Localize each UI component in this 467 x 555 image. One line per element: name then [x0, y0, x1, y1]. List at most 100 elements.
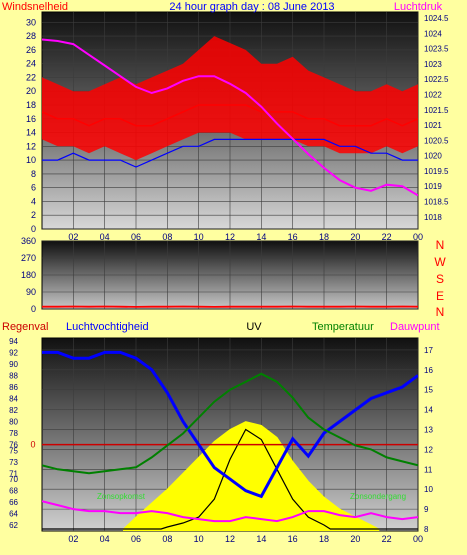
direction-letter-w: W — [434, 255, 446, 269]
wind-x-tick: 12 — [225, 232, 235, 242]
wind-tick-label: 20 — [26, 86, 36, 96]
pressure-tick-label: 1018.5 — [424, 197, 449, 206]
wind-tick-label: 10 — [26, 155, 36, 165]
humidity-x-tick: 06 — [131, 534, 141, 544]
wind-x-tick: 06 — [131, 232, 141, 242]
pressure-tick-label: 1024 — [424, 29, 442, 38]
humidity-tick-label: 84 — [9, 394, 18, 403]
pressure-line — [42, 38, 418, 197]
pressure-axis-ticks: 1018 1018.5 1019 1019.5 1020 1020.5 1021 1021.5… — [424, 14, 449, 222]
pressure-tick-label: 1023.5 — [424, 45, 449, 54]
humidity-x-tick: 22 — [382, 534, 392, 544]
temperature-line — [42, 372, 418, 475]
direction-tick-label: 90 — [26, 287, 36, 297]
wind-tick-label: 4 — [31, 196, 36, 206]
temperature-axis-title: Temperatuur — [312, 321, 374, 333]
direction-tick-label: 0 — [31, 304, 36, 314]
humidity-x-tick: 18 — [319, 534, 329, 544]
humidity-tick-label: 78 — [9, 429, 18, 438]
humidity-tick-label: 70 — [9, 475, 18, 484]
pressure-axis-title: Luchtdruk — [394, 1, 443, 13]
temperature-tick-label: 14 — [424, 406, 433, 415]
dewpoint-line — [42, 500, 418, 523]
wind-x-tick: 14 — [256, 232, 266, 242]
solar-radiation-area — [123, 421, 380, 531]
humidity-series — [42, 350, 418, 531]
dewpoint-axis-title: Dauwpunt — [390, 321, 440, 333]
wind-axis-title: Windsnelheid — [2, 1, 68, 13]
chart-title: 24 hour graph day : 08 June 2013 — [169, 1, 334, 13]
wind-tick-label: 26 — [26, 45, 36, 55]
humidity-x-tick: 10 — [194, 534, 204, 544]
temperature-tick-label: 11 — [424, 465, 433, 474]
temperature-tick-label: 17 — [424, 346, 433, 355]
temperature-tick-label: 13 — [424, 426, 433, 435]
humidity-tick-label: 88 — [9, 371, 18, 380]
temperature-tick-label: 12 — [424, 445, 433, 454]
humidity-tick-label: 90 — [9, 360, 18, 369]
humidity-tick-label: 82 — [9, 406, 18, 415]
pressure-tick-label: 1021.5 — [424, 106, 449, 115]
humidity-tick-label: 64 — [9, 510, 18, 519]
humidity-x-tick: 00 — [413, 534, 423, 544]
pressure-tick-label: 1019.5 — [424, 167, 449, 176]
direction-letter-s: S — [436, 272, 444, 286]
temperature-tick-label: 9 — [424, 505, 429, 514]
humidity-x-axis-ticks: 02 04 06 08 10 12 14 16 18 20 22 00 — [68, 534, 423, 544]
humidity-x-tick: 20 — [350, 534, 360, 544]
temperature-axis-ticks: 8 9 10 11 12 13 14 15 16 17 — [424, 346, 433, 534]
wind-average-line — [42, 138, 418, 168]
humidity-tick-label: 66 — [9, 498, 18, 507]
pressure-tick-label: 1020 — [424, 152, 442, 161]
humidity-x-tick: 14 — [256, 534, 266, 544]
wind-tick-label: 18 — [26, 100, 36, 110]
direction-tick-label: 360 — [21, 236, 36, 246]
pressure-tick-label: 1018 — [424, 213, 442, 222]
pressure-tick-label: 1023 — [424, 60, 442, 69]
wind-tick-label: 2 — [31, 210, 36, 220]
temperature-tick-label: 8 — [424, 525, 429, 534]
wind-speed-line — [42, 104, 418, 127]
pressure-tick-label: 1024.5 — [424, 14, 449, 23]
humidity-tick-label: 92 — [9, 348, 18, 357]
wind-x-tick: 08 — [162, 232, 172, 242]
wind-x-tick: 00 — [413, 232, 423, 242]
humidity-tick-label: 73 — [9, 458, 18, 467]
temperature-tick-label: 16 — [424, 366, 433, 375]
wind-tick-label: 12 — [26, 141, 36, 151]
sunrise-label: Zonsopkomst — [97, 492, 146, 501]
wind-x-tick: 16 — [288, 232, 298, 242]
wind-x-tick: 20 — [350, 232, 360, 242]
wind-x-tick: 04 — [100, 232, 110, 242]
humidity-tick-label: 71 — [9, 469, 18, 478]
rain-axis-title: Regenval — [2, 321, 48, 333]
direction-grid — [42, 240, 419, 310]
humidity-line — [42, 350, 418, 499]
uv-axis-title: UV — [246, 321, 262, 333]
wind-x-tick: 10 — [194, 232, 204, 242]
wind-x-tick: 22 — [382, 232, 392, 242]
wind-tick-label: 30 — [26, 17, 36, 27]
wind-gust-band — [42, 36, 418, 161]
direction-tick-label: 180 — [21, 270, 36, 280]
direction-letter-n: N — [436, 238, 445, 252]
humidity-x-tick: 16 — [288, 534, 298, 544]
direction-letter-n2: N — [436, 305, 445, 319]
humidity-x-tick: 08 — [162, 534, 172, 544]
humidity-tick-label: 76 — [9, 441, 18, 450]
direction-axis-ticks: 0 90 180 270 360 — [21, 236, 36, 314]
wind-tick-label: 14 — [26, 128, 36, 138]
humidity-tick-label: 94 — [9, 337, 18, 346]
temperature-tick-label: 15 — [424, 386, 433, 395]
pressure-tick-label: 1022 — [424, 91, 442, 100]
wind-x-axis-ticks: 02 04 06 08 10 12 14 16 18 20 22 00 — [68, 232, 423, 242]
rain-axis-ticks: 0 — [30, 440, 35, 450]
pressure-tick-label: 1022.5 — [424, 75, 449, 84]
wind-x-tick: 18 — [319, 232, 329, 242]
humidity-tick-label: 80 — [9, 418, 18, 427]
wind-tick-label: 8 — [31, 169, 36, 179]
humidity-x-tick: 12 — [225, 534, 235, 544]
